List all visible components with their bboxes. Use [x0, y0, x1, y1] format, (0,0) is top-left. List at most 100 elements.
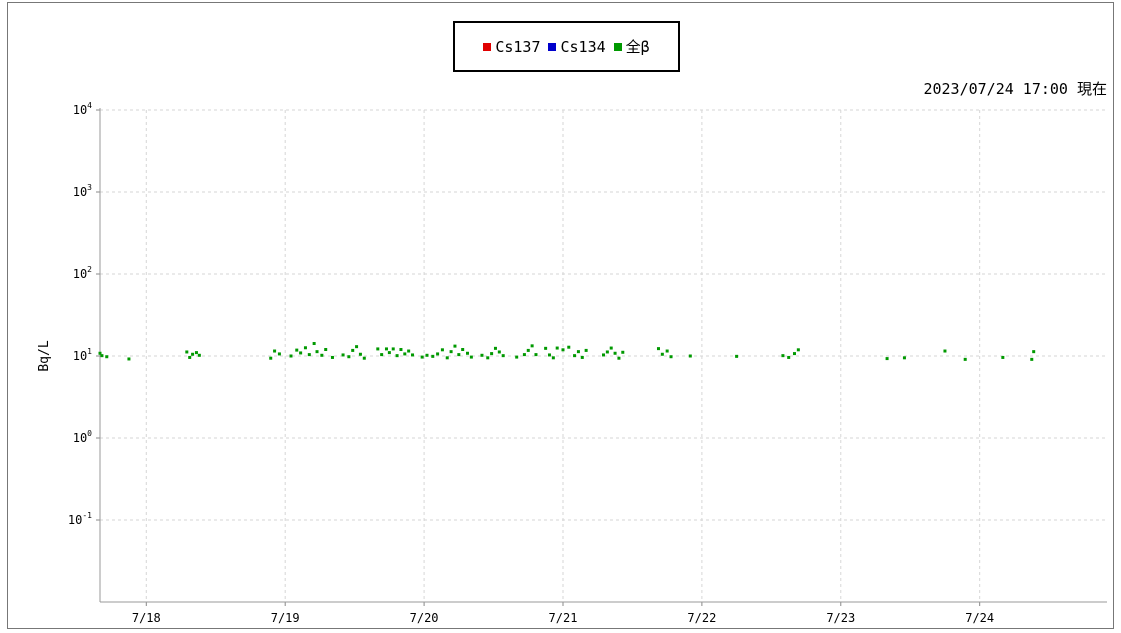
data-point-total-beta	[665, 349, 669, 353]
data-point-total-beta	[395, 354, 399, 358]
data-point-total-beta	[669, 355, 673, 359]
data-point-total-beta	[324, 348, 328, 352]
data-point-total-beta	[407, 349, 411, 353]
data-point-total-beta	[567, 345, 571, 349]
x-tick-label: 7/21	[549, 611, 578, 625]
legend-swatch-total-beta	[613, 42, 622, 51]
data-point-total-beta	[656, 347, 660, 351]
data-point-total-beta	[613, 351, 617, 355]
data-point-total-beta	[185, 350, 189, 354]
x-tick-label: 7/24	[965, 611, 994, 625]
data-point-total-beta	[469, 355, 473, 359]
y-tick-base: 10	[73, 103, 87, 117]
data-point-total-beta	[295, 348, 299, 352]
y-tick-label: 100	[73, 429, 92, 445]
data-point-total-beta	[573, 354, 577, 358]
data-point-total-beta	[609, 346, 613, 350]
data-point-total-beta	[544, 346, 548, 350]
data-point-total-beta	[403, 352, 407, 356]
data-point-total-beta	[420, 355, 424, 359]
data-point-total-beta	[963, 357, 967, 361]
data-point-total-beta	[576, 350, 580, 354]
data-point-total-beta	[315, 350, 319, 354]
y-tick-label: 103	[73, 183, 92, 199]
data-point-total-beta	[580, 355, 584, 359]
y-tick-exponent: -1	[82, 511, 92, 520]
data-point-total-beta	[269, 356, 273, 360]
data-point-total-beta	[273, 349, 277, 353]
data-point-total-beta	[453, 344, 457, 348]
x-tick-label: 7/19	[271, 611, 300, 625]
data-point-total-beta	[98, 351, 102, 355]
data-point-total-beta	[380, 353, 384, 357]
data-point-total-beta	[490, 352, 494, 356]
data-point-total-beta	[480, 353, 484, 357]
data-point-total-beta	[197, 353, 201, 357]
data-point-total-beta	[465, 351, 469, 355]
data-point-total-beta	[497, 350, 501, 354]
data-point-total-beta	[501, 354, 505, 358]
data-point-total-beta	[100, 354, 104, 358]
data-point-total-beta	[486, 356, 490, 360]
y-tick-label: 101	[73, 347, 92, 363]
data-point-total-beta	[191, 352, 195, 356]
data-point-total-beta	[1030, 357, 1034, 361]
data-point-total-beta	[425, 353, 429, 357]
x-tick-label: 7/23	[826, 611, 855, 625]
data-point-total-beta	[1001, 355, 1005, 359]
data-point-total-beta	[660, 352, 664, 356]
legend-label-cs137: Cs137	[495, 37, 541, 56]
legend-item-total-beta: 全β	[613, 36, 650, 57]
data-point-total-beta	[584, 348, 588, 352]
y-tick-base: 10	[73, 185, 87, 199]
x-tick-labels: 7/18 7/19 7/20 7/21 7/22 7/23 7/24	[132, 611, 994, 625]
data-point-total-beta	[885, 357, 889, 361]
legend-swatch-cs134	[548, 42, 557, 51]
data-point-total-beta	[445, 356, 449, 360]
y-tick-label: 104	[73, 101, 92, 117]
legend-item-cs137: Cs137	[483, 38, 540, 56]
data-point-total-beta	[347, 355, 351, 359]
data-point-total-beta	[781, 354, 785, 358]
y-tick-label: 102	[73, 265, 92, 281]
data-point-total-beta	[461, 348, 465, 352]
data-point-total-beta	[303, 346, 307, 350]
data-point-total-beta	[943, 349, 947, 353]
data-point-total-beta	[376, 347, 380, 351]
data-point-total-beta	[320, 353, 324, 357]
legend-label-total-beta: 全β	[625, 38, 650, 56]
data-point-total-beta	[194, 351, 198, 355]
data-point-total-beta	[384, 347, 388, 351]
data-point-total-beta	[621, 350, 625, 354]
data-point-total-beta	[547, 353, 551, 357]
data-point-total-beta	[792, 352, 796, 356]
y-tick-exponent: 2	[87, 265, 92, 274]
data-point-total-beta	[735, 354, 739, 358]
grid-lines	[100, 109, 1107, 602]
data-point-total-beta	[399, 348, 403, 352]
data-point-total-beta	[351, 348, 355, 352]
legend-label-cs134: Cs134	[560, 37, 606, 56]
data-point-total-beta	[312, 342, 316, 346]
axes	[96, 108, 1107, 606]
y-tick-base: 10	[73, 431, 87, 445]
data-point-total-beta	[688, 354, 692, 358]
data-point-total-beta	[289, 354, 293, 358]
data-point-total-beta	[787, 355, 791, 359]
data-point-total-beta	[561, 348, 565, 352]
y-tick-base: 10	[73, 267, 87, 281]
y-tick-exponent: 0	[87, 429, 92, 438]
data-point-total-beta	[555, 346, 559, 350]
data-point-total-beta	[796, 348, 800, 352]
data-point-total-beta	[530, 344, 534, 348]
data-point-total-beta	[188, 355, 192, 359]
data-point-total-beta	[493, 346, 497, 350]
data-point-total-beta	[355, 345, 359, 349]
data-point-total-beta	[436, 352, 440, 356]
data-point-total-beta	[551, 356, 555, 360]
legend-swatch-cs137	[483, 42, 492, 51]
data-point-total-beta	[602, 353, 605, 357]
y-tick-label: 10-1	[68, 511, 92, 527]
data-point-total-beta	[431, 354, 435, 358]
